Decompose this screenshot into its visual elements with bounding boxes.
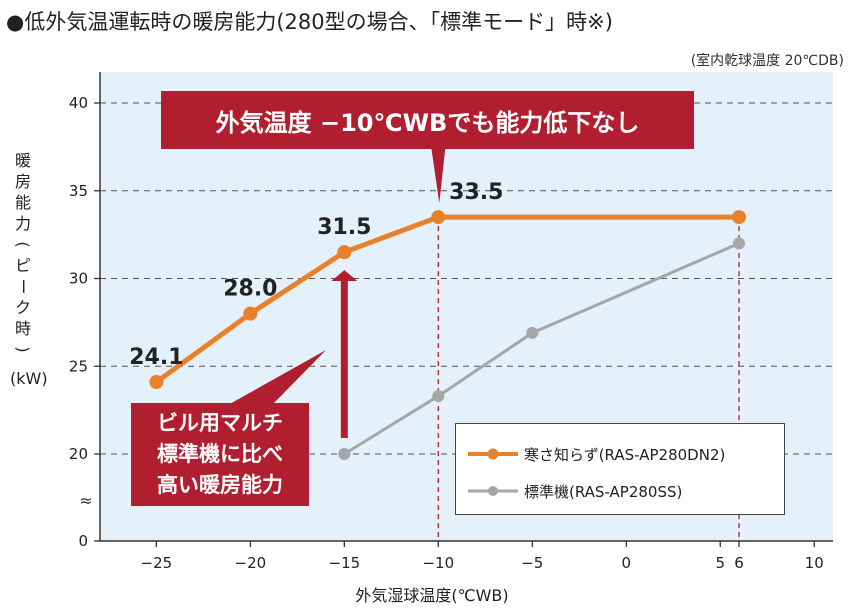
data-label: 33.5 bbox=[449, 180, 503, 205]
y-axis-title-char: 能 bbox=[14, 193, 31, 212]
callout-line-1: ビル用マルチ bbox=[157, 411, 283, 435]
series-0-point bbox=[337, 245, 352, 260]
callout-higher-capacity: ビル用マルチ 標準機に比べ 高い暖房能力 bbox=[131, 403, 309, 506]
data-label: 28.0 bbox=[223, 277, 277, 302]
data-label: 31.5 bbox=[317, 215, 371, 240]
y-axis-title-char: 時 bbox=[14, 319, 31, 338]
series-1-point bbox=[526, 326, 539, 339]
y-axis-title-char: ク bbox=[14, 298, 31, 317]
x-tick-label: 0 bbox=[621, 554, 631, 572]
y-axis-title-char: ) bbox=[13, 346, 33, 353]
x-tick-label: 10 bbox=[805, 554, 824, 572]
callout-line-2: 標準機に比べ bbox=[157, 442, 283, 466]
legend-item-cold: 寒さ知らず(RAS-AP280DN2) bbox=[468, 442, 725, 466]
x-tick-label: 5 bbox=[715, 554, 725, 572]
chart-legend: 寒さ知らず(RAS-AP280DN2) 標準機(RAS-AP280SS) bbox=[455, 423, 785, 515]
y-axis-title-char: 暖 bbox=[14, 151, 31, 170]
series-0-point bbox=[149, 375, 164, 390]
y-axis-title-char: 力 bbox=[14, 214, 31, 233]
y-tick-label: 0 bbox=[78, 532, 88, 550]
chart-title: ●低外気温運転時の暖房能力(280型の場合、「標準モード」時※) bbox=[6, 10, 613, 34]
y-axis-title-char: 房 bbox=[14, 172, 31, 191]
x-tick-label: −25 bbox=[141, 554, 173, 572]
y-tick-label: 35 bbox=[69, 182, 88, 200]
y-tick-label: 30 bbox=[69, 270, 88, 288]
callout-pointer-middle bbox=[228, 350, 326, 405]
x-tick-label: −10 bbox=[422, 554, 454, 572]
series-0-point bbox=[243, 306, 258, 321]
y-tick-label: 40 bbox=[69, 94, 88, 112]
improvement-arrow-shaft bbox=[340, 275, 348, 438]
series-1-point bbox=[432, 390, 445, 403]
series-line-1 bbox=[343, 242, 740, 456]
y-axis-title: 暖房能力 ( ピーク時) (kW) bbox=[10, 150, 48, 389]
legend-item-standard: 標準機(RAS-AP280SS) bbox=[468, 479, 682, 503]
series-0-point bbox=[732, 210, 747, 225]
measurement-condition: (室内乾球温度 20℃DB) bbox=[690, 53, 844, 69]
x-tick-label: −15 bbox=[329, 554, 361, 572]
y-axis-title-char: ー bbox=[13, 278, 33, 295]
y-tick-label: 20 bbox=[69, 445, 88, 463]
y-axis-title-char: ( bbox=[13, 241, 33, 248]
legend-swatch-cold bbox=[468, 442, 518, 466]
x-tick-label: −5 bbox=[521, 554, 543, 572]
series-1-point bbox=[733, 237, 746, 250]
x-tick-label: −20 bbox=[235, 554, 267, 572]
legend-label-standard: 標準機(RAS-AP280SS) bbox=[524, 482, 683, 501]
series-0-point bbox=[431, 210, 446, 225]
improvement-arrow-head bbox=[331, 270, 358, 281]
y-tick-label: 25 bbox=[69, 357, 88, 375]
legend-label-cold: 寒さ知らず(RAS-AP280DN2) bbox=[524, 445, 726, 464]
callout-line-3: 高い暖房能力 bbox=[157, 473, 283, 497]
series-1-point bbox=[338, 448, 351, 460]
data-label: 24.1 bbox=[129, 345, 183, 370]
callout-no-capacity-drop: 外気温度 −10℃WBでも能力低下なし bbox=[161, 91, 694, 149]
legend-swatch-standard bbox=[468, 479, 518, 503]
y-axis-title-char: ピ bbox=[14, 256, 31, 275]
x-tick-label: 6 bbox=[734, 554, 744, 572]
callout-pointer-top bbox=[431, 148, 446, 204]
y-axis-unit: (kW) bbox=[10, 369, 48, 388]
axis-break-mark: ≈ bbox=[79, 491, 92, 510]
x-axis-title: 外気湿球温度(℃WB) bbox=[355, 586, 509, 605]
